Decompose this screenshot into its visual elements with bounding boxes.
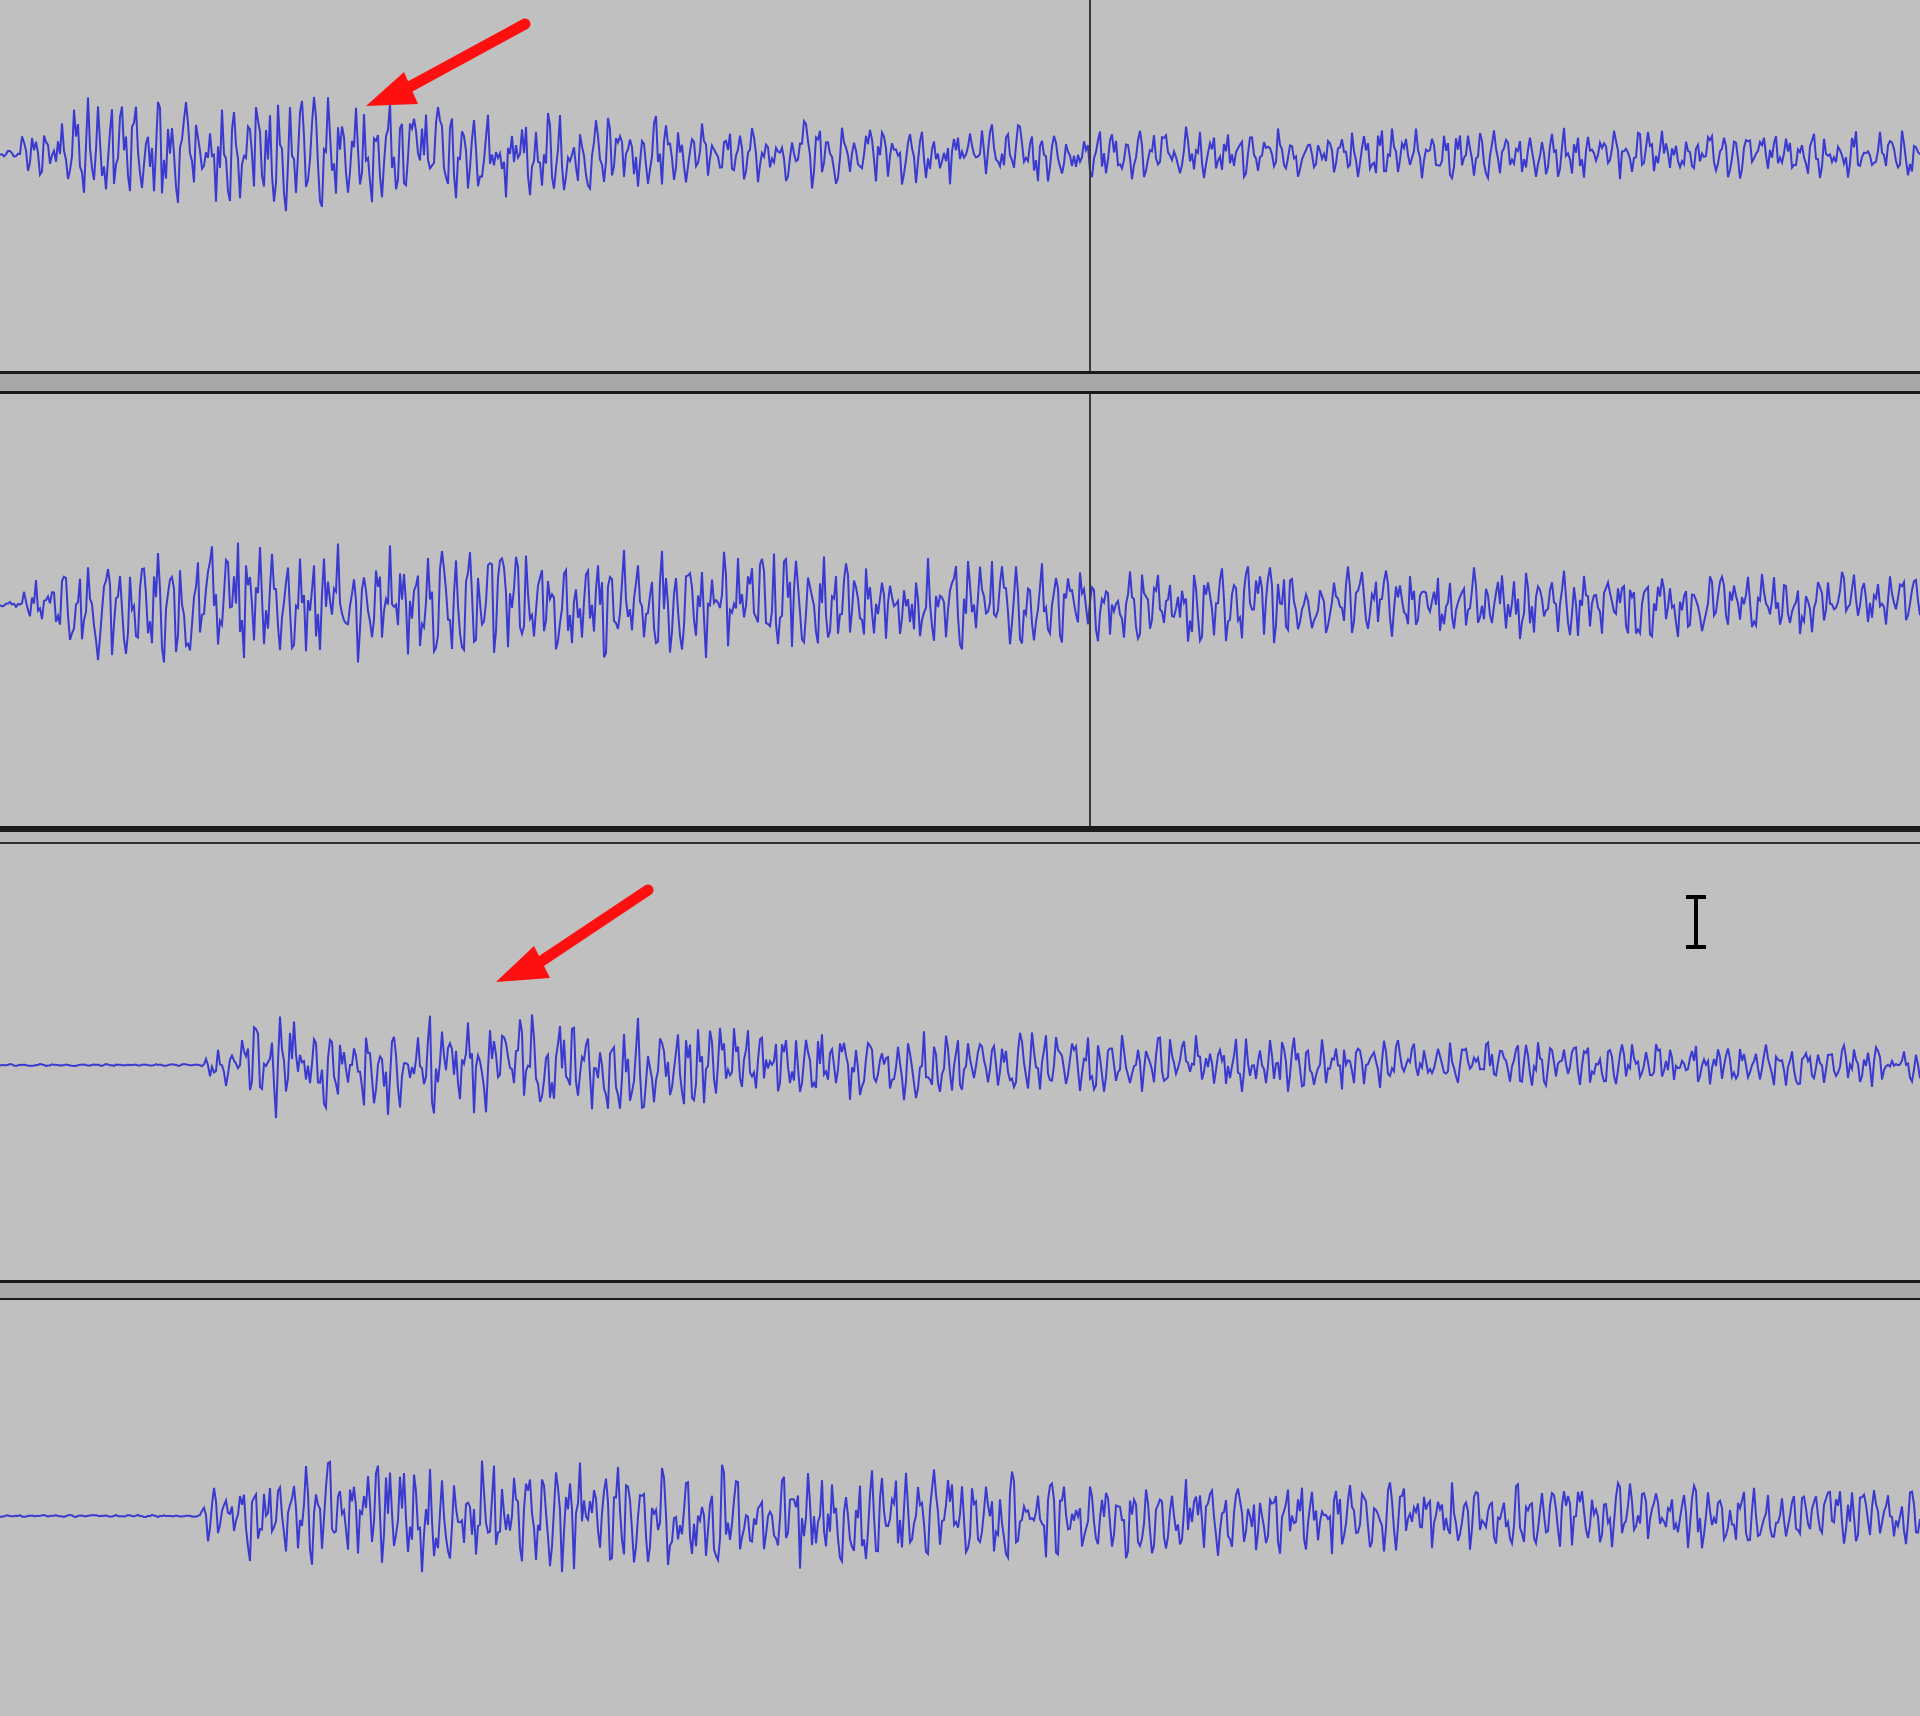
track-a-right-waveform (0, 542, 1920, 663)
track-divider (0, 842, 1920, 844)
track-b-left-waveform (0, 1014, 1920, 1119)
track-b-right-waveform (0, 1460, 1920, 1573)
red-arrow-icon (496, 884, 654, 982)
playhead-line (1089, 394, 1091, 826)
channel-divider (0, 1280, 1920, 1283)
track-b-right-channel[interactable] (0, 1300, 1920, 1716)
channel-divider (0, 371, 1920, 374)
channel-divider (0, 1298, 1920, 1300)
track-divider (0, 826, 1920, 832)
track-a-left-channel[interactable] (0, 0, 1920, 372)
track-a-left-waveform (0, 96, 1920, 212)
red-arrow-icon (366, 18, 531, 106)
channel-gap (0, 374, 1920, 391)
track-gap (0, 832, 1920, 842)
text-ibeam-cursor-icon (1686, 895, 1706, 949)
channel-gap (0, 1283, 1920, 1298)
track-a-right-channel[interactable] (0, 394, 1920, 826)
playhead-line (1089, 0, 1091, 371)
channel-divider (0, 391, 1920, 394)
track-b-left-channel[interactable] (0, 844, 1920, 1280)
